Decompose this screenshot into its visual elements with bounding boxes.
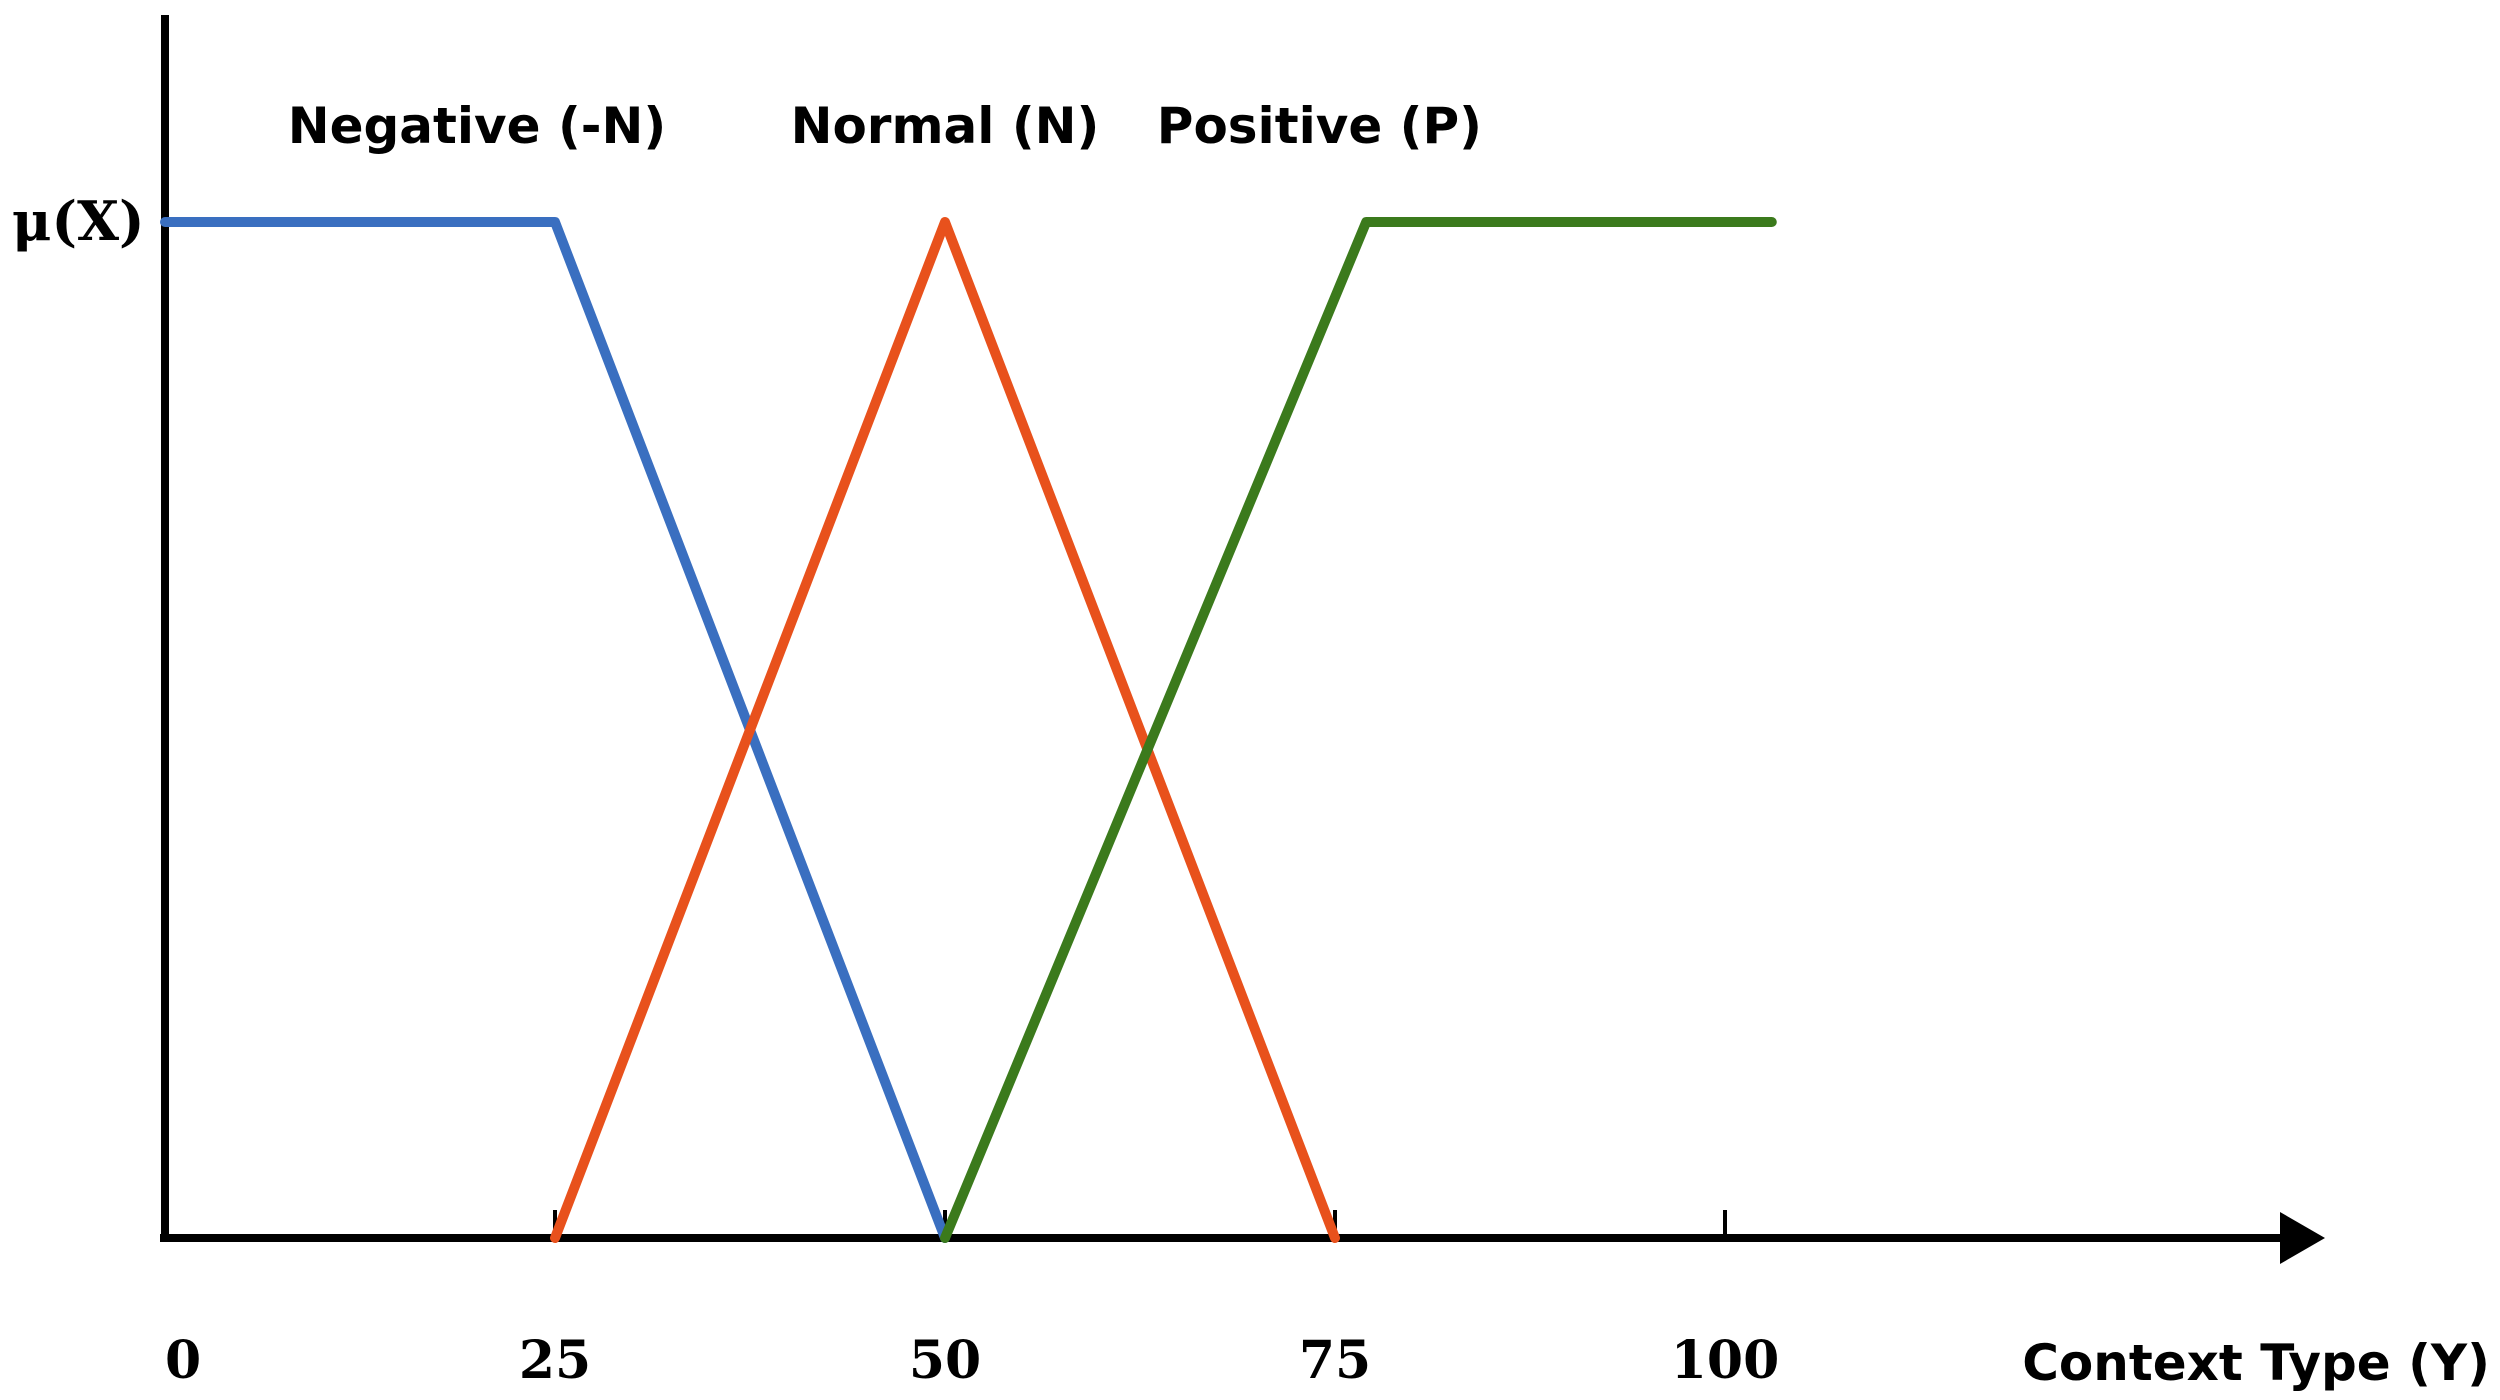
series-line-1 [550, 217, 1340, 1243]
x-tick-label: 25 [519, 1330, 591, 1391]
x-axis-label: Context Type (Y) [2022, 1334, 2490, 1392]
series-labels: Negative (-N) Normal (N) Positive (P) [288, 97, 1482, 155]
x-tick-label: 50 [909, 1330, 981, 1391]
series-label-2: Positive (P) [1157, 97, 1482, 155]
x-tick-label: 0 [165, 1330, 201, 1391]
series-label-0: Negative (-N) [288, 97, 667, 155]
y-axis-label: μ(X) [12, 189, 145, 253]
x-tick-label: 75 [1299, 1330, 1371, 1391]
x-tick-label: 100 [1671, 1330, 1780, 1391]
series-layer [160, 217, 1777, 1243]
x-axis-arrow [2280, 1212, 2325, 1264]
series-label-1: Normal (N) [791, 97, 1100, 155]
series-line-2 [940, 217, 1777, 1243]
series-line-0 [160, 217, 950, 1243]
axes [160, 15, 2325, 1264]
